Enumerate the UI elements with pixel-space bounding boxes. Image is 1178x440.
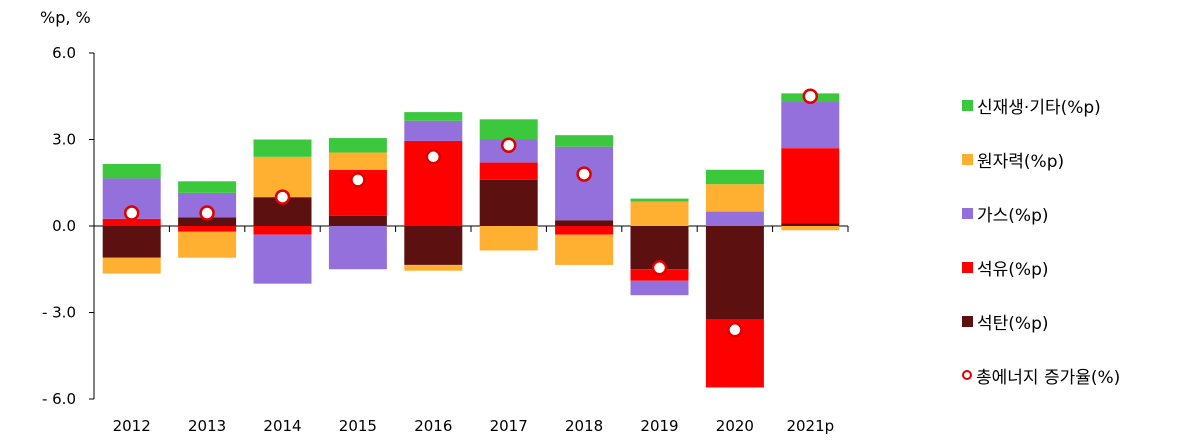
bar-segment-renewable bbox=[479, 119, 538, 140]
y-tick-label: 0.0 bbox=[52, 217, 76, 235]
bar-segment-gas bbox=[555, 146, 614, 221]
y-tick-label: 3.0 bbox=[52, 131, 76, 149]
growth-point bbox=[500, 137, 517, 154]
bar-segment-nuclear bbox=[328, 152, 387, 170]
legend-label-renewable: 신재생·기타(%p) bbox=[977, 97, 1101, 118]
growth-point bbox=[576, 166, 592, 182]
bar-segment-gas bbox=[328, 226, 387, 270]
x-tick-label: 2020 bbox=[716, 417, 754, 435]
bar-segment-coal bbox=[178, 217, 237, 226]
legend-item-total-growth: 총에너지 증가율(%) bbox=[962, 348, 1120, 402]
growth-point bbox=[651, 260, 668, 276]
bar-segment-coal bbox=[404, 226, 463, 265]
bar-segment-gas bbox=[781, 102, 840, 149]
bar-segment-oil bbox=[253, 226, 312, 235]
bar-segment-gas bbox=[404, 120, 463, 141]
bar-segment-coal bbox=[555, 220, 614, 226]
axes: 6.0 3.0 0.0 - 3.0 - 6.0 2012 2013 2014 2015 2016 2… bbox=[42, 44, 849, 435]
growth-point bbox=[274, 189, 291, 205]
x-tick-label: 2012 bbox=[113, 417, 151, 435]
growth-point bbox=[727, 322, 743, 338]
bar-segment-nuclear bbox=[555, 234, 614, 265]
bar-segment-nuclear bbox=[102, 257, 161, 274]
bar-segment-renewable bbox=[404, 112, 463, 121]
bar-segment-renewable bbox=[555, 135, 614, 147]
bar-segment-coal bbox=[102, 226, 161, 258]
legend-swatch-coal bbox=[962, 315, 973, 327]
y-tick-label: - 6.0 bbox=[42, 390, 76, 408]
legend-swatch-gas bbox=[962, 207, 973, 219]
bar-segment-renewable bbox=[253, 139, 312, 157]
bar-segment-oil bbox=[781, 148, 840, 224]
bar-segment-renewable bbox=[705, 169, 764, 185]
growth-point bbox=[123, 205, 140, 221]
y-tick-label: 6.0 bbox=[52, 44, 76, 62]
legend-item-nuclear: 원자력(%p) bbox=[962, 132, 1120, 186]
bar-segment-coal bbox=[781, 223, 840, 226]
bar-segment-nuclear bbox=[178, 231, 237, 258]
bar-segment-oil bbox=[479, 162, 538, 180]
x-tick-label: 2013 bbox=[188, 417, 226, 435]
growth-point bbox=[802, 88, 819, 104]
bar-segment-gas bbox=[630, 280, 689, 296]
legend-swatch-oil bbox=[962, 261, 973, 273]
legend-item-renewable: 신재생·기타(%p) bbox=[962, 78, 1120, 132]
legend-swatch-renewable bbox=[962, 99, 973, 111]
growth-point bbox=[199, 205, 215, 221]
bar-segment-nuclear bbox=[404, 264, 463, 271]
x-tick-label: 2015 bbox=[339, 417, 377, 435]
bar-segment-renewable bbox=[328, 138, 387, 153]
x-tick-label: 2017 bbox=[490, 417, 528, 435]
bar-segment-nuclear bbox=[781, 226, 840, 231]
legend: 신재생·기타(%p) 원자력(%p) 가스(%p) 석유(%p) 석탄(%p) … bbox=[962, 78, 1120, 402]
bars bbox=[102, 93, 840, 388]
bar-segment-nuclear bbox=[705, 184, 764, 212]
legend-swatch-nuclear bbox=[962, 153, 973, 165]
bar-segment-nuclear bbox=[479, 226, 538, 251]
legend-label-gas: 가스(%p) bbox=[977, 205, 1049, 226]
legend-label-oil: 석유(%p) bbox=[977, 259, 1049, 280]
growth-point bbox=[350, 172, 366, 188]
legend-marker-total-growth bbox=[962, 370, 972, 380]
bar-segment-oil bbox=[555, 226, 614, 235]
growth-point bbox=[425, 149, 442, 165]
legend-label-coal: 석탄(%p) bbox=[977, 313, 1049, 334]
bar-segment-oil bbox=[102, 218, 161, 226]
bar-segment-renewable bbox=[178, 181, 237, 193]
x-tick-label: 2014 bbox=[263, 417, 301, 435]
bar-segment-oil bbox=[178, 226, 237, 232]
legend-label-nuclear: 원자력(%p) bbox=[977, 151, 1065, 172]
legend-item-oil: 석유(%p) bbox=[962, 240, 1120, 294]
bar-segment-gas bbox=[705, 211, 764, 226]
x-tick-label: 2016 bbox=[414, 417, 452, 435]
bar-segment-nuclear bbox=[630, 201, 689, 226]
legend-label-total-growth: 총에너지 증가율(%) bbox=[976, 367, 1121, 388]
unit-label: %p, % bbox=[40, 8, 91, 27]
y-tick-label: - 3.0 bbox=[42, 304, 76, 322]
bar-segment-coal bbox=[705, 226, 764, 320]
x-tick-label: 2019 bbox=[640, 417, 678, 435]
bar-segment-coal bbox=[479, 179, 538, 226]
bar-segment-renewable bbox=[630, 198, 689, 202]
legend-item-gas: 가스(%p) bbox=[962, 186, 1120, 240]
bar-segment-coal bbox=[328, 215, 387, 226]
x-tick-label: 2021p bbox=[786, 417, 834, 435]
bar-segment-gas bbox=[253, 234, 312, 284]
growth-points bbox=[123, 88, 819, 338]
x-tick-label: 2018 bbox=[565, 417, 603, 435]
bar-segment-renewable bbox=[102, 164, 161, 179]
legend-item-coal: 석탄(%p) bbox=[962, 294, 1120, 348]
